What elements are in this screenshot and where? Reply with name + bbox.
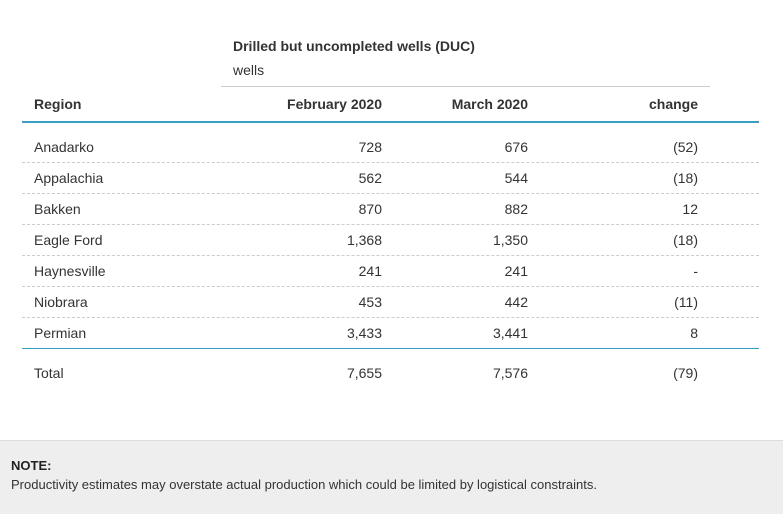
- change-cell: (18): [673, 232, 698, 248]
- change-cell: (52): [673, 139, 698, 155]
- column-header-march: March 2020: [451, 95, 528, 112]
- total-change: (79): [673, 365, 698, 381]
- march-cell: 3,441: [492, 325, 528, 341]
- march-cell: 676: [504, 139, 528, 155]
- table-row: Eagle Ford 1,368 1,350 (18): [22, 225, 759, 256]
- table-row: Permian 3,433 3,441 8: [22, 318, 759, 349]
- march-cell: 544: [504, 170, 528, 186]
- group-unit: wells: [233, 62, 265, 78]
- table-row: Appalachia 562 544 (18): [22, 163, 759, 194]
- february-cell: 453: [358, 294, 382, 310]
- february-cell: 3,433: [346, 325, 382, 341]
- february-cell: 562: [358, 170, 382, 186]
- february-cell: 1,368: [346, 232, 382, 248]
- column-header-february: February 2020: [287, 95, 382, 112]
- march-cell: 882: [504, 201, 528, 217]
- total-march: 7,576: [492, 365, 528, 381]
- note-text: Productivity estimates may overstate act…: [11, 477, 597, 492]
- change-cell: 8: [690, 325, 698, 341]
- february-cell: 870: [358, 201, 382, 217]
- column-header-change: change: [648, 95, 698, 112]
- march-cell: 442: [504, 294, 528, 310]
- region-cell: Appalachia: [34, 170, 104, 186]
- region-cell: Eagle Ford: [34, 232, 103, 248]
- region-cell: Anadarko: [34, 139, 94, 155]
- change-cell: -: [693, 263, 698, 279]
- note-label: NOTE:: [11, 458, 52, 473]
- february-cell: 728: [358, 139, 382, 155]
- change-cell: (11): [674, 294, 698, 310]
- group-title: Drilled but uncompleted wells (DUC): [233, 38, 475, 54]
- table-header-row: Region February 2020 March 2020 change: [22, 86, 759, 123]
- note-box: NOTE: Productivity estimates may oversta…: [0, 440, 783, 514]
- february-cell: 241: [358, 263, 382, 279]
- column-header-region: Region: [34, 95, 82, 112]
- change-cell: (18): [673, 170, 698, 186]
- table-row: Niobrara 453 442 (11): [22, 287, 759, 318]
- change-cell: 12: [682, 201, 698, 217]
- total-february: 7,655: [346, 365, 382, 381]
- march-cell: 241: [504, 263, 528, 279]
- total-label: Total: [34, 365, 64, 381]
- region-cell: Niobrara: [34, 294, 88, 310]
- table-row: Bakken 870 882 12: [22, 194, 759, 225]
- group-header: Drilled but uncompleted wells (DUC) well…: [221, 38, 710, 87]
- region-cell: Permian: [34, 325, 87, 341]
- region-cell: Bakken: [34, 201, 81, 217]
- region-cell: Haynesville: [34, 263, 106, 279]
- march-cell: 1,350: [492, 232, 528, 248]
- total-row: Total 7,655 7,576 (79): [22, 358, 759, 388]
- table-row: Haynesville 241 241 -: [22, 256, 759, 287]
- table-row: Anadarko 728 676 (52): [22, 132, 759, 163]
